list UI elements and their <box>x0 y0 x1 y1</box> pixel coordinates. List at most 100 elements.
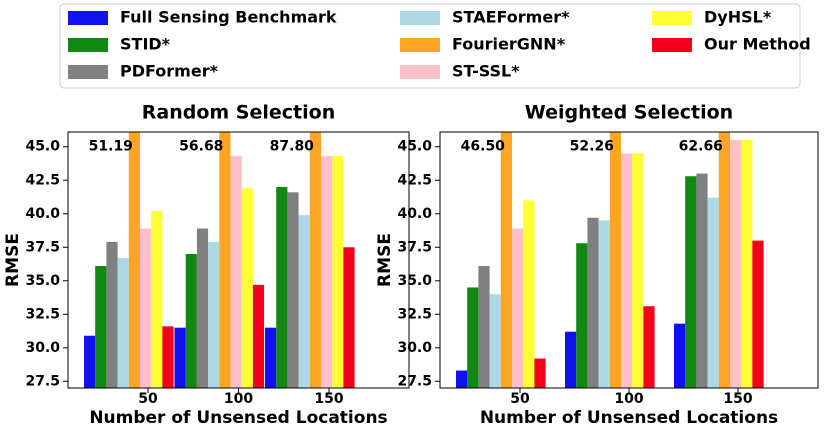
y-axis-label: RMSE <box>375 233 395 287</box>
bar <box>106 241 118 388</box>
legend-swatch <box>400 11 440 25</box>
bar <box>265 327 277 388</box>
y-tick-label: 30.0 <box>25 340 60 356</box>
bar <box>643 306 655 388</box>
y-tick-label: 37.5 <box>25 239 60 255</box>
bar <box>84 335 96 388</box>
chart-title: Random Selection <box>142 102 335 124</box>
chart-title: Weighted Selection <box>525 102 733 124</box>
value-label: 87.80 <box>270 139 315 155</box>
bar <box>117 257 129 388</box>
y-tick-label: 45.0 <box>397 139 432 155</box>
bars <box>84 132 355 388</box>
bar <box>718 132 730 388</box>
bar <box>151 211 163 388</box>
y-tick-label: 35.0 <box>397 273 432 289</box>
bar <box>752 240 764 388</box>
legend-label: ST-SSL* <box>452 62 520 81</box>
bar <box>140 228 152 388</box>
value-label: 52.26 <box>570 139 614 155</box>
value-label: 51.19 <box>89 139 133 155</box>
legend-label: Full Sensing Benchmark <box>120 8 337 27</box>
bar <box>252 284 265 388</box>
bar <box>621 153 633 388</box>
value-label: 56.68 <box>179 139 223 155</box>
legend-label: STID* <box>120 35 171 54</box>
y-tick-label: 32.5 <box>397 306 432 322</box>
legend-swatch <box>400 65 440 79</box>
legend-label: FourierGNN* <box>452 35 566 54</box>
bar <box>196 228 209 388</box>
bar <box>276 186 288 388</box>
bars <box>456 132 764 388</box>
bar <box>632 153 644 388</box>
y-tick-label: 37.5 <box>397 239 432 255</box>
bar <box>674 323 686 388</box>
axes-frame <box>439 131 819 389</box>
legend-swatch <box>68 65 108 79</box>
value-label: 62.66 <box>679 139 723 155</box>
bar <box>332 156 344 388</box>
y-tick-label: 42.5 <box>25 172 60 188</box>
bar <box>467 287 479 388</box>
value-label: 46.50 <box>461 139 506 155</box>
x-tick-label: 100 <box>224 391 253 407</box>
bar <box>287 192 299 388</box>
bar <box>512 228 524 388</box>
bar <box>609 132 621 388</box>
bar <box>565 331 577 388</box>
legend-label: Our Method <box>704 35 811 54</box>
bar <box>298 215 310 388</box>
bar <box>219 132 231 388</box>
legend-label: PDFormer* <box>120 62 219 81</box>
x-axis-label: Number of Unsensed Locations <box>480 408 778 427</box>
bar <box>230 156 242 388</box>
bar <box>343 247 355 388</box>
legend-swatch <box>652 11 692 25</box>
bar <box>321 156 333 388</box>
bar <box>208 241 220 388</box>
legend-swatch <box>652 38 692 52</box>
bar <box>741 140 753 388</box>
y-tick-label: 40.0 <box>25 206 60 222</box>
bar <box>174 327 186 388</box>
bar <box>685 176 697 388</box>
bar <box>500 132 512 388</box>
legend-swatch <box>400 38 440 52</box>
x-tick-label: 100 <box>614 391 643 407</box>
x-axis-label: Number of Unsensed Locations <box>89 408 387 427</box>
bar <box>587 217 599 388</box>
bar <box>696 173 708 388</box>
bar <box>534 358 546 388</box>
y-tick-label: 35.0 <box>25 273 60 289</box>
y-tick-label: 45.0 <box>25 139 60 155</box>
bar <box>707 197 719 388</box>
bar <box>95 266 107 388</box>
y-tick-label: 42.5 <box>397 172 432 188</box>
y-tick-label: 27.5 <box>397 373 432 389</box>
bar <box>730 140 742 388</box>
legend-label: DyHSL* <box>704 8 772 27</box>
bar <box>456 370 468 388</box>
y-tick-label: 27.5 <box>25 373 60 389</box>
x-tick-label: 150 <box>723 391 752 407</box>
legend-label: STAEFormer* <box>452 8 570 27</box>
y-tick-label: 40.0 <box>397 206 432 222</box>
bar <box>309 132 321 388</box>
y-tick-label: 30.0 <box>397 340 432 356</box>
bar <box>489 294 501 388</box>
bar <box>598 220 610 388</box>
legend-swatch <box>68 38 108 52</box>
y-axis-label: RMSE <box>3 233 23 287</box>
bar <box>162 326 174 388</box>
x-tick-label: 50 <box>138 391 158 407</box>
y-tick-label: 32.5 <box>25 306 60 322</box>
bar <box>241 188 253 388</box>
axes-frame <box>67 131 410 389</box>
bar <box>185 253 197 388</box>
bar <box>576 243 588 388</box>
bar <box>478 266 490 388</box>
x-tick-label: 50 <box>510 391 530 407</box>
bar <box>128 132 140 388</box>
